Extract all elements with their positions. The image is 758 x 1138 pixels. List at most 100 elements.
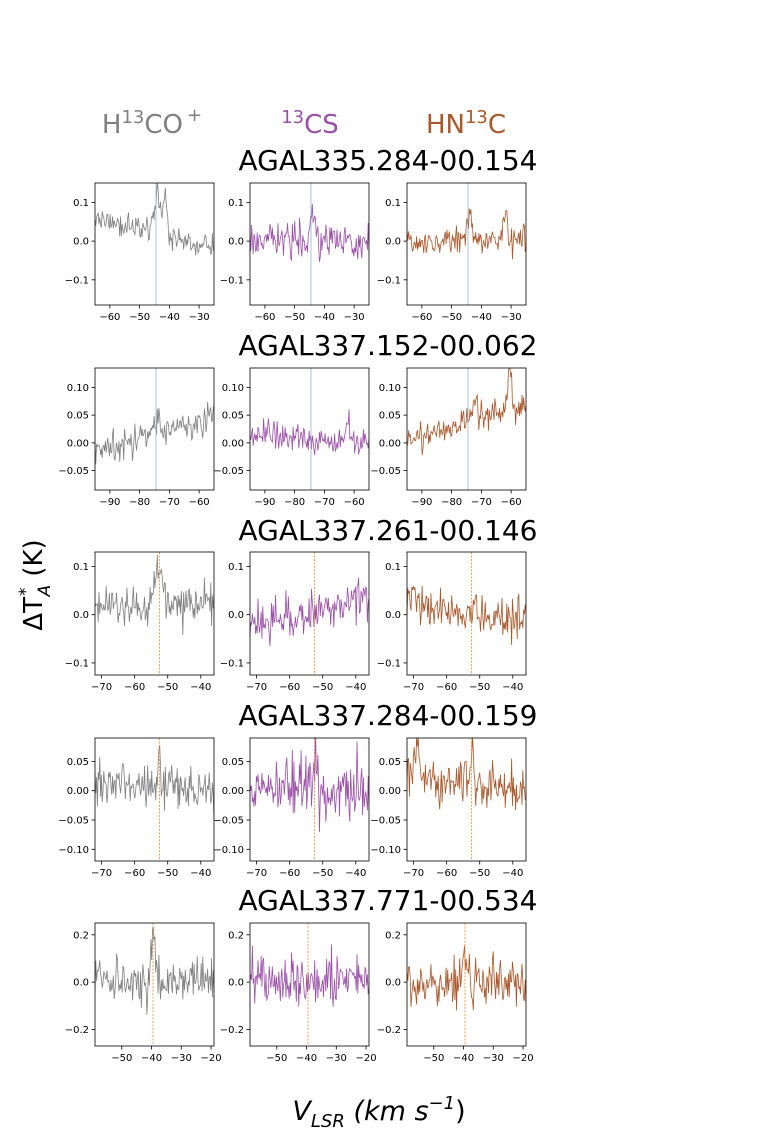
panel-frame [94,551,215,676]
x-tick-label: −40 [159,312,180,323]
x-tick-label: −50 [312,682,333,693]
y-tick-label: 0.0 [73,610,89,621]
x-tick-label: −20 [355,1053,376,1064]
x-tick-label: −70 [246,682,267,693]
y-tick-label: −0.1 [65,275,89,286]
spectra-row-4: AGAL337.284-00.159 −70 −60 −50 −40 0.05 0.00 −0… [58,699,537,879]
y-tick-label: −0.05 [370,466,401,477]
y-tick-label: −0.2 [220,1025,244,1036]
x-tick-label: −20 [512,1053,533,1064]
panel-frame [249,551,370,676]
y-tick-label: 0.10 [222,383,244,394]
y-tick-label: 0.00 [222,786,244,797]
x-tick-label: −50 [441,312,462,323]
y-label-superscript: * [16,588,36,597]
spectrum-line-HN13C [407,586,526,645]
y-tick-label: −0.05 [213,466,244,477]
x-tick-label: −40 [190,868,211,879]
molecule-text: CS [304,110,339,140]
x-tick-label: −70 [471,497,492,508]
spectrum-line-HN13C [407,208,526,260]
y-tick-label: −0.10 [213,845,244,856]
y-axis-label: ΔT*A (K) [16,539,55,630]
panel-frame [249,367,370,491]
spectrum-panel-2: −50 −40 −30 −20 0.2 0.0 −0.2 [220,922,377,1064]
y-tick-label: 0.1 [228,562,244,573]
y-tick-label: 0.2 [73,930,89,941]
y-tick-label: −0.10 [370,845,401,856]
x-tick-label: −30 [189,312,210,323]
x-tick-label: −80 [441,497,462,508]
y-tick-label: 0.1 [385,198,401,209]
x-tick-label: −20 [200,1053,221,1064]
x-tick-label: −40 [141,1053,162,1064]
panel-frame [94,367,215,491]
x-tick-label: −50 [284,312,305,323]
x-tick-label: −30 [483,1053,504,1064]
x-tick-label: −70 [246,868,267,879]
spectrum-panel-3: −70 −60 −50 −40 0.05 0.00 −0.05 −0.10 [370,737,527,879]
y-tick-label: 0.2 [228,930,244,941]
panel-frame [249,737,370,862]
x-tick-label: −30 [501,312,522,323]
y-tick-label: 0.1 [228,198,244,209]
y-tick-label: −0.1 [65,658,89,669]
x-tick-label: −60 [124,682,145,693]
y-tick-label: 0.0 [73,978,89,989]
spectrum-panel-1: −70 −60 −50 −40 0.05 0.00 −0.05 −0.10 [58,737,215,879]
molecule-superscript: 13 [121,107,144,128]
spectrum-line-H13CO+ [95,744,214,819]
y-tick-label: 0.00 [379,438,401,449]
x-tick-label: −90 [99,497,120,508]
spectrum-line-H13CO+ [95,183,214,256]
x-tick-label: −40 [314,312,335,323]
x-tick-label: −50 [111,1053,132,1064]
source-title: AGAL337.771-00.534 [239,884,538,917]
spectrum-line-13CS [250,203,369,262]
source-title: AGAL337.261-00.146 [239,514,538,547]
y-tick-label: −0.05 [370,816,401,827]
y-label-subscript: A [35,585,55,598]
spectra-row-3: AGAL337.261-00.146 −70 −60 −50 −40 0.1 0.0 −0.1… [65,514,538,693]
x-tick-label: −40 [502,682,523,693]
x-tick-label: −50 [129,312,150,323]
x-tick-label: −50 [469,682,490,693]
spectrum-line-H13CO+ [95,402,214,465]
y-tick-label: 0.05 [379,757,401,768]
x-label-text: VLSR (km s−1) [292,1093,465,1132]
y-tick-label: −0.1 [220,658,244,669]
molecule-text: H [102,110,122,140]
x-label-unit-close: ) [455,1096,466,1127]
spectrum-panel-1: −70 −60 −50 −40 0.1 0.0 −0.1 [65,551,215,693]
x-tick-label: −70 [314,497,335,508]
y-tick-label: 0.05 [67,757,89,768]
x-axis-label: VLSR (km s−1) [292,1093,465,1132]
y-tick-label: −0.05 [58,466,89,477]
spectrum-line-HN13C [407,738,526,811]
source-title: AGAL337.152-00.062 [239,329,538,362]
y-tick-label: 0.0 [228,237,244,248]
y-tick-label: 0.05 [222,411,244,422]
panel-frame [249,182,370,306]
molecule-text: HN [426,110,465,140]
x-tick-label: −60 [124,868,145,879]
spectra-row-2: AGAL337.152-00.062 −90 −80 −70 −60 0.10 0.05 0.… [58,329,537,508]
panel-frame [406,551,527,676]
x-tick-label: −40 [453,1053,474,1064]
y-tick-label: 0.05 [67,411,89,422]
x-tick-label: −80 [129,497,150,508]
x-tick-label: −40 [502,868,523,879]
source-title: AGAL335.284-00.154 [239,144,538,177]
x-tick-label: −40 [345,868,366,879]
y-tick-label: 0.00 [67,786,89,797]
y-tick-label: 0.0 [73,237,89,248]
spectrum-panel-3: −90 −80 −70 −60 0.10 0.05 0.00 −0.05 [370,367,527,508]
molecule-header-2: 13CS [281,107,339,140]
x-tick-label: −70 [403,868,424,879]
x-tick-label: −70 [403,682,424,693]
spectrum-panel-2: −60 −50 −40 −30 0.1 0.0 −0.1 [220,182,370,323]
spectrum-panel-3: −70 −60 −50 −40 0.1 0.0 −0.1 [377,551,527,693]
panel-frame [94,922,215,1047]
y-tick-label: −0.2 [65,1025,89,1036]
